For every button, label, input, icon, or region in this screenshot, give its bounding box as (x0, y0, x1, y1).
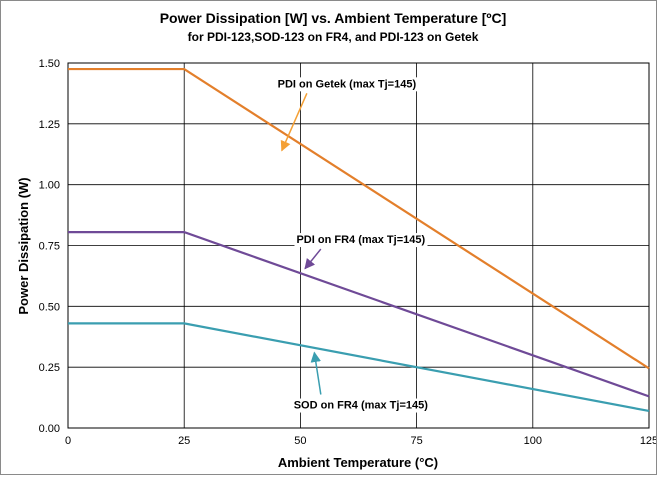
series-line-1 (68, 67, 650, 370)
x-tick-label: 0 (65, 435, 71, 447)
series-layer (68, 67, 650, 413)
y-axis-label: Power Dissipation (W) (16, 177, 31, 314)
annotation-label: PDI on Getek (max Tj=145) (278, 78, 417, 90)
x-tick-label: 75 (410, 435, 422, 447)
annotation-label-bg (275, 77, 419, 92)
y-tick-label: 0.50 (39, 301, 60, 313)
annotation-arrow (304, 248, 322, 270)
x-axis-label: Ambient Temperature (°C) (278, 455, 438, 470)
x-tick-label: 25 (178, 435, 190, 447)
series-line-2 (68, 231, 650, 398)
y-tick-label: 0.00 (39, 423, 60, 435)
x-tick-label: 100 (524, 435, 542, 447)
chart-subtitle: for PDI-123,SOD-123 on FR4, and PDI-123 … (188, 30, 479, 44)
y-tick-label: 1.25 (39, 119, 60, 131)
annotation-arrow (310, 351, 322, 395)
annotation-label-bg (291, 398, 431, 413)
chart-title: Power Dissipation [W] vs. Ambient Temper… (160, 10, 507, 26)
x-tick-label: 50 (294, 435, 306, 447)
x-tick-label: 125 (640, 435, 656, 447)
y-tick-label: 0.25 (39, 362, 60, 374)
y-tick-label: 1.00 (39, 180, 60, 192)
annotation-label: SOD on FR4 (max Tj=145) (294, 400, 429, 412)
series-line-3 (68, 322, 650, 413)
tick-layer: 0.00 0.25 0.50 0.75 1.00 1.25 1.50 0 25 50 75 100 12… (39, 58, 657, 447)
annotation-label: PDI on FR4 (max Tj=145) (296, 234, 425, 246)
annotation-arrow (280, 93, 308, 152)
annotation-layer: PDI on Getek (max Tj=145) PDI on FR4 (max… (275, 77, 431, 413)
y-tick-label: 0.75 (39, 241, 60, 253)
y-tick-label: 1.50 (39, 58, 60, 70)
annotation-label-bg (294, 233, 428, 248)
